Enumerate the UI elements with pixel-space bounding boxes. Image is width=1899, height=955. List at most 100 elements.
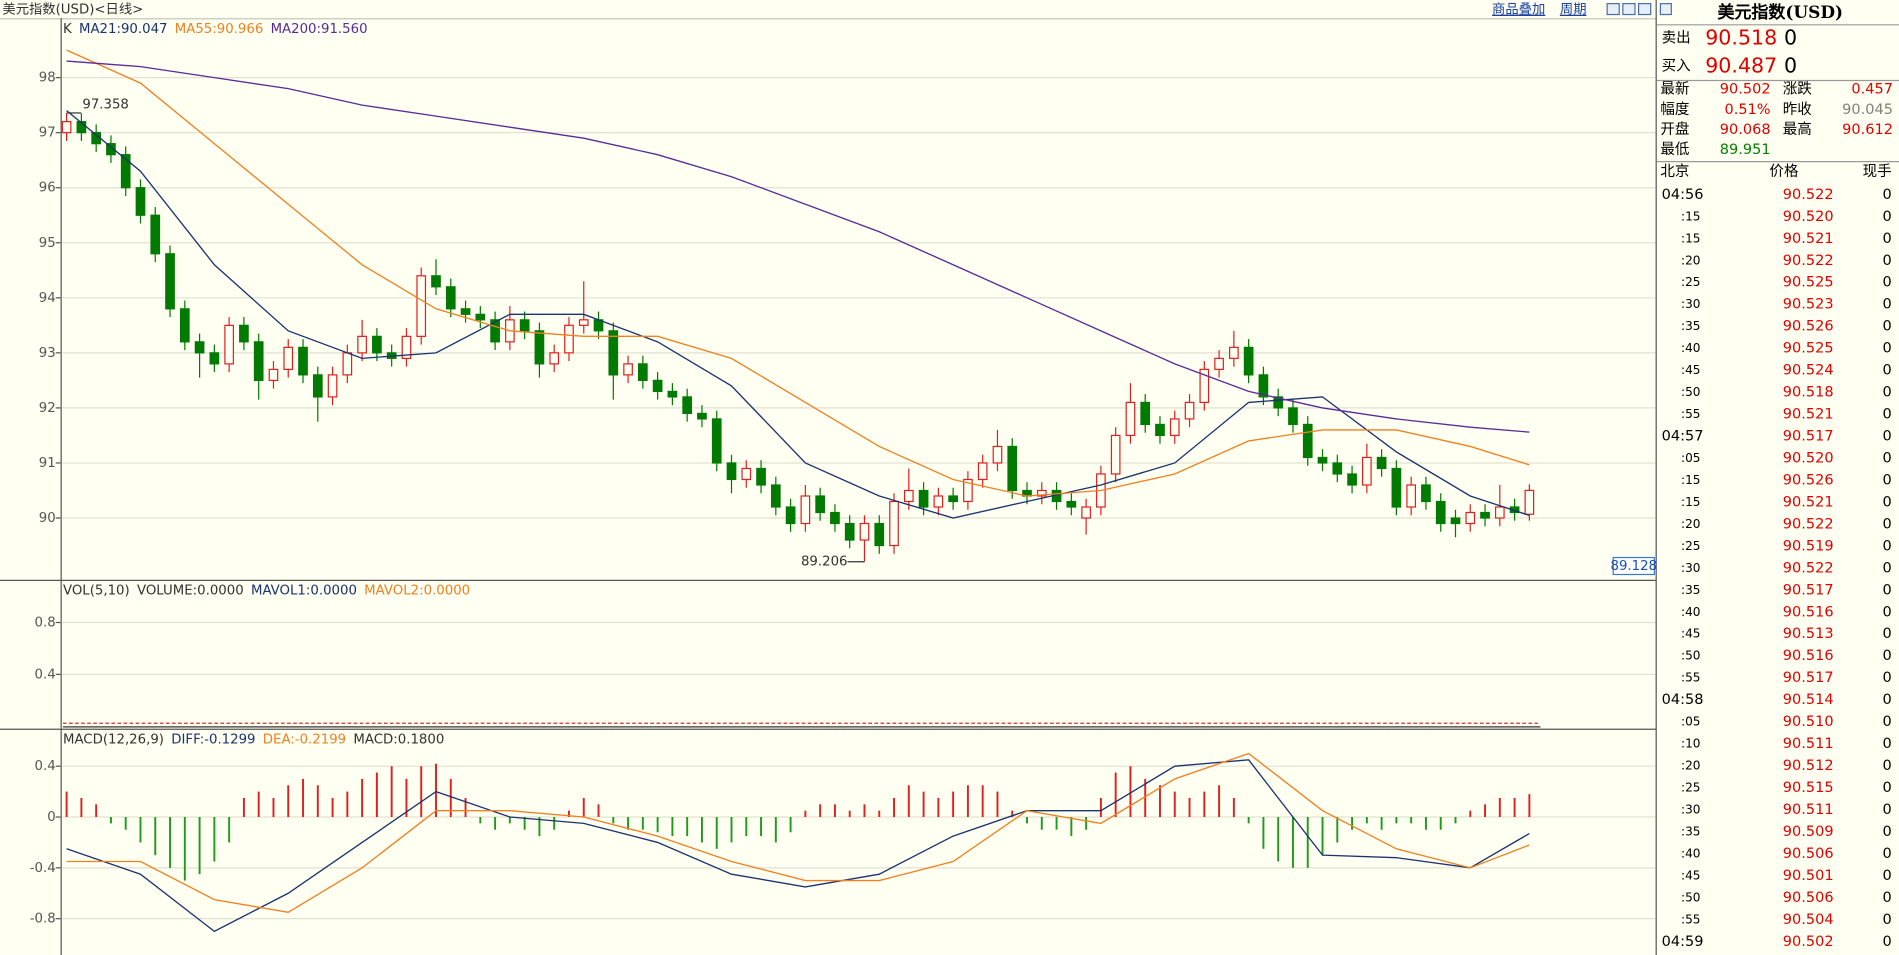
icon[interactable] — [1622, 3, 1636, 16]
tick-price: 90.522 — [1783, 187, 1834, 203]
indicator-line — [66, 752, 1530, 914]
tick-price: 90.524 — [1783, 363, 1834, 379]
candle-body — [1317, 456, 1328, 464]
tick-volume: 0 — [1882, 385, 1891, 401]
candle-body — [741, 467, 752, 481]
candle-body — [815, 495, 825, 514]
tick-price: 90.512 — [1783, 758, 1834, 774]
tick-volume: 0 — [1882, 494, 1891, 510]
tick-price: 90.523 — [1783, 297, 1834, 313]
tick-volume: 0 — [1882, 341, 1891, 357]
candle-body — [534, 330, 545, 365]
y-tick-label: 96 — [39, 181, 56, 196]
toolbar-title: 美元指数(USD)<日线> — [2, 2, 143, 18]
window-icons[interactable] — [1606, 3, 1652, 16]
y-tick-label: 0.8 — [35, 615, 56, 630]
candle-body — [357, 335, 367, 354]
tick-time: :45 — [1681, 868, 1700, 882]
candle-body — [1376, 456, 1387, 470]
icon[interactable] — [1606, 3, 1620, 16]
tick-time: :30 — [1681, 802, 1700, 816]
candle-body — [1302, 423, 1313, 459]
tick-volume: 0 — [1882, 407, 1891, 423]
tick-price: 90.520 — [1783, 450, 1834, 466]
tick-time: :15 — [1681, 209, 1700, 223]
tick-volume: 0 — [1882, 209, 1891, 225]
candle-body — [578, 319, 589, 326]
candle-body — [372, 335, 382, 354]
tick-price: 90.517 — [1783, 429, 1834, 445]
candle-body — [76, 121, 87, 134]
y-tick-label: -0.8 — [30, 912, 56, 927]
tick-price: 90.521 — [1783, 407, 1834, 423]
tick-time: :20 — [1681, 759, 1700, 773]
candle-body — [1347, 473, 1357, 486]
candle-body — [1155, 423, 1165, 437]
tick-price: 90.510 — [1783, 714, 1834, 730]
candle-body — [179, 308, 190, 343]
tick-price: 90.518 — [1783, 385, 1834, 401]
tick-time: :35 — [1681, 319, 1700, 333]
legend-item: DIFF:-0.1299 — [171, 733, 255, 748]
candle-body — [165, 253, 175, 310]
candle-body — [844, 522, 855, 541]
icon[interactable] — [1659, 3, 1672, 16]
candle-body — [416, 275, 427, 337]
tick-volume: 0 — [1882, 758, 1891, 774]
ticks-header: 价格 — [1769, 163, 1799, 180]
candle-body — [1391, 467, 1402, 508]
tick-volume: 0 — [1882, 363, 1891, 379]
candle-body — [800, 495, 811, 525]
tick-volume: 0 — [1882, 582, 1891, 598]
tick-price: 90.525 — [1783, 275, 1834, 291]
icon[interactable] — [1638, 3, 1652, 16]
tick-time: :15 — [1681, 473, 1700, 487]
tick-time: 04:58 — [1662, 692, 1704, 708]
candle-body — [889, 500, 899, 547]
indicator-line — [66, 110, 1530, 519]
stat-value: 0.51% — [1724, 102, 1770, 118]
tick-volume: 0 — [1882, 802, 1891, 818]
tick-time: :10 — [1681, 737, 1700, 751]
tick-price: 90.519 — [1783, 538, 1834, 554]
tick-volume: 0 — [1882, 670, 1891, 686]
tick-time: 04:57 — [1662, 429, 1704, 445]
quote-price: 90.518 — [1705, 26, 1777, 50]
high-label: 97.358 — [82, 97, 129, 112]
tick-price: 90.516 — [1783, 604, 1834, 620]
tick-volume: 0 — [1882, 231, 1891, 247]
legend-item: VOLUME:0.0000 — [137, 584, 244, 599]
y-tick-label: 95 — [39, 236, 56, 251]
tick-volume: 0 — [1882, 912, 1891, 928]
button[interactable]: 商品叠加 — [1492, 2, 1545, 18]
candle-body — [830, 511, 840, 525]
candle-body — [445, 286, 456, 310]
button[interactable]: 周期 — [1560, 2, 1587, 18]
tick-volume: 0 — [1882, 692, 1891, 708]
tick-volume: 0 — [1882, 868, 1891, 884]
tick-price: 90.521 — [1783, 494, 1834, 510]
legend-item: MACD(12,26,9) — [63, 733, 164, 748]
y-tick-label: 0.4 — [35, 667, 56, 682]
tick-volume: 0 — [1882, 846, 1891, 862]
tick-time: :45 — [1681, 627, 1700, 641]
tick-price: 90.517 — [1783, 670, 1834, 686]
tick-volume: 0 — [1882, 516, 1891, 532]
tick-volume: 0 — [1882, 472, 1891, 488]
candle-body — [1007, 445, 1018, 492]
tick-price: 90.513 — [1783, 626, 1834, 642]
tick-price: 90.517 — [1783, 582, 1834, 598]
tick-time: :35 — [1681, 583, 1700, 597]
tick-price: 90.522 — [1783, 516, 1834, 532]
quote-label: 卖出 — [1662, 30, 1691, 47]
tick-volume: 0 — [1882, 450, 1891, 466]
tick-price: 90.526 — [1783, 472, 1834, 488]
tick-time: :05 — [1681, 715, 1700, 729]
candle-body — [1036, 489, 1047, 497]
tick-time: :30 — [1681, 561, 1700, 575]
ticks-header: 北京 — [1660, 163, 1689, 180]
candle-body — [342, 352, 353, 376]
candle-body — [549, 352, 560, 365]
legend-item: DEA:-0.2199 — [263, 733, 346, 748]
tick-price: 90.506 — [1783, 890, 1834, 906]
